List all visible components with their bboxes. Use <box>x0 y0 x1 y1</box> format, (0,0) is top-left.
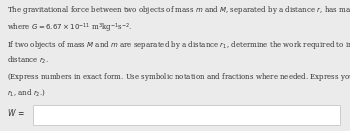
Text: $r_1$, and $r_2$.): $r_1$, and $r_2$.) <box>7 87 46 98</box>
Text: If two objects of mass $M$ and $m$ are separated by a distance $r_1$, determine : If two objects of mass $M$ and $m$ are s… <box>7 39 350 51</box>
Text: The gravitational force between two objects of mass $m$ and $M$, separated by a : The gravitational force between two obje… <box>7 5 350 20</box>
Text: (Express numbers in exact form. Use symbolic notation and fractions where needed: (Express numbers in exact form. Use symb… <box>7 71 350 83</box>
Text: distance $r_2$.: distance $r_2$. <box>7 55 49 66</box>
Text: where $G = 6.67 \times 10^{-11}$ m$^3$kg$^{-1}$s$^{-2}$.: where $G = 6.67 \times 10^{-11}$ m$^3$kg… <box>7 22 132 35</box>
FancyBboxPatch shape <box>33 105 340 125</box>
Text: $W$ =: $W$ = <box>7 107 25 118</box>
